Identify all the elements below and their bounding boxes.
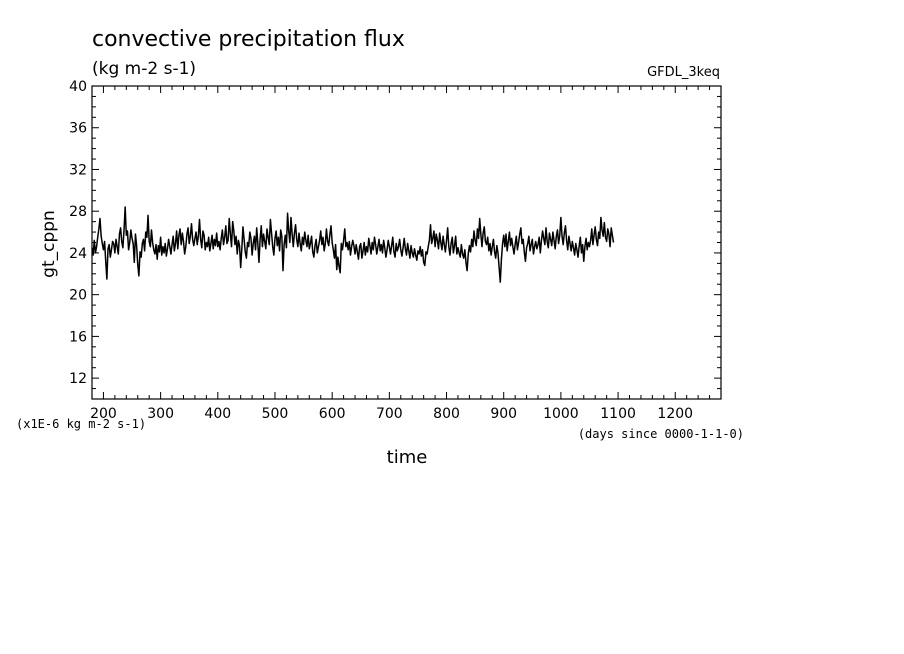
series-line-gt-cppn <box>91 206 615 283</box>
y-tick-label: 40 <box>69 79 87 95</box>
model-annotation: GFDL_3keq <box>647 65 720 80</box>
chart-title: convective precipitation flux <box>92 27 405 52</box>
x-tick-label: 400 <box>204 406 231 422</box>
x-tick-label: 1200 <box>657 406 693 422</box>
y-tick-label: 32 <box>69 162 87 178</box>
y-tick-label: 12 <box>69 371 87 387</box>
x-tick-label: 1100 <box>600 406 636 422</box>
y-scale-note: (x1E-6 kg m-2 s-1) <box>16 417 146 431</box>
x-units-note: (days since 0000-1-1-0) <box>578 427 744 441</box>
y-tick-label: 20 <box>69 288 87 304</box>
x-axis-label: time <box>387 447 428 468</box>
x-tick-label: 900 <box>490 406 517 422</box>
x-tick-label: 1000 <box>543 406 579 422</box>
x-tick-label: 700 <box>376 406 403 422</box>
y-tick-label: 36 <box>69 121 87 137</box>
y-axis: 12 16 20 24 28 32 36 40 <box>69 79 721 400</box>
y-tick-label: 24 <box>69 246 87 262</box>
x-tick-label: 600 <box>319 406 346 422</box>
x-tick-label: 500 <box>262 406 289 422</box>
x-tick-label: 300 <box>147 406 174 422</box>
x-axis: 200 300 400 500 600 700 800 900 1000 1100 1200 <box>90 86 722 422</box>
y-tick-label: 28 <box>69 204 87 220</box>
x-tick-label: 200 <box>90 406 117 422</box>
chart-subtitle: (kg m-2 s-1) <box>92 59 196 79</box>
y-axis-label: gt_cppn <box>39 210 59 278</box>
x-tick-label: 800 <box>433 406 460 422</box>
y-tick-label: 16 <box>69 329 87 345</box>
